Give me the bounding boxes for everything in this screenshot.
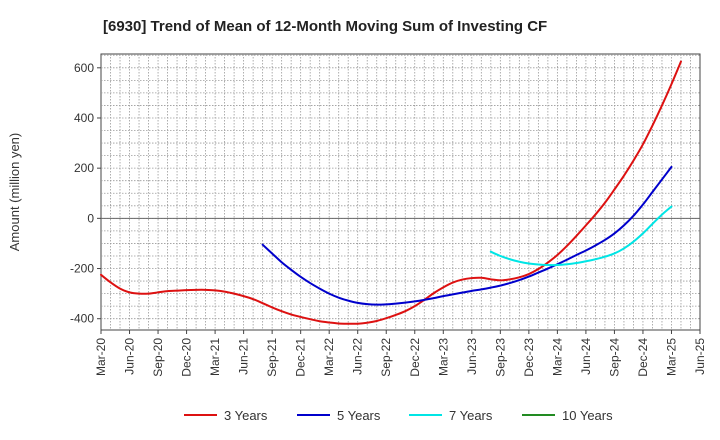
x-tick-label: Sep-20	[151, 338, 165, 377]
x-tick-label: Sep-24	[607, 338, 621, 377]
x-tick-label: Dec-20	[180, 338, 194, 377]
x-tick-label: Jun-25	[693, 338, 707, 375]
y-tick-label: 400	[74, 111, 94, 125]
series-line-3-years	[100, 60, 682, 325]
series-lines	[100, 60, 682, 325]
x-tick-label: Sep-21	[265, 338, 279, 377]
x-tick-label: Jun-23	[465, 338, 479, 375]
grid-lines	[101, 54, 700, 330]
x-tick-label: Mar-22	[322, 338, 336, 376]
chart-title: [6930] Trend of Mean of 12-Month Moving …	[103, 18, 547, 35]
x-tick-label: Mar-24	[550, 338, 564, 376]
series-line-7-years	[489, 205, 673, 267]
series-line-5-years	[261, 165, 673, 306]
y-tick-label: 0	[87, 211, 94, 225]
x-tick-label: Jun-21	[237, 338, 251, 375]
x-axis-ticks: Mar-20 Jun-20 Sep-20 Dec-20 Mar-21 Jun-21 Sep-…	[94, 330, 707, 377]
x-tick-label: Mar-21	[208, 338, 222, 376]
x-tick-label: Mar-25	[664, 338, 678, 376]
legend-label-3-years: 3 Years	[224, 408, 268, 423]
x-tick-label: Dec-23	[522, 338, 536, 377]
legend-label-7-years: 7 Years	[449, 408, 493, 423]
x-tick-label: Jun-24	[579, 338, 593, 375]
y-tick-label: -400	[70, 312, 94, 326]
x-tick-label: Sep-22	[379, 338, 393, 377]
y-tick-label: 600	[74, 61, 94, 75]
y-tick-label: -200	[70, 262, 94, 276]
x-tick-label: Mar-20	[94, 338, 108, 376]
x-tick-label: Dec-21	[294, 338, 308, 377]
plot-area	[100, 53, 701, 331]
x-tick-label: Mar-23	[436, 338, 450, 376]
x-tick-label: Dec-22	[408, 338, 422, 377]
y-axis-label: Amount (million yen)	[7, 133, 22, 252]
y-axis-ticks: 600 400 200 0 -200 -400	[70, 61, 101, 326]
legend-label-10-years: 10 Years	[562, 408, 613, 423]
y-tick-label: 200	[74, 161, 94, 175]
x-tick-label: Dec-24	[636, 338, 650, 377]
x-tick-label: Sep-23	[493, 338, 507, 377]
legend: 3 Years 5 Years 7 Years 10 Years	[184, 408, 613, 423]
legend-label-5-years: 5 Years	[337, 408, 381, 423]
x-tick-label: Jun-22	[351, 338, 365, 375]
x-tick-label: Jun-20	[123, 338, 137, 375]
